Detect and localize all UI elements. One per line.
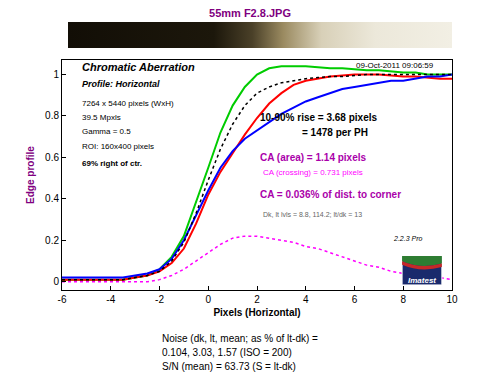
svg-text:10-90% rise = 3.68 pixels: 10-90% rise = 3.68 pixels <box>260 112 377 123</box>
svg-text:Profile: Horizontal: Profile: Horizontal <box>82 79 160 89</box>
svg-text:Imatest: Imatest <box>408 276 436 285</box>
svg-text:0.104, 3.03, 1.57 (ISO = 200): 0.104, 3.03, 1.57 (ISO = 200) <box>162 347 292 358</box>
svg-text:Pixels (Horizontal): Pixels (Horizontal) <box>213 307 300 318</box>
svg-text:10: 10 <box>446 294 458 305</box>
svg-text:2: 2 <box>254 294 260 305</box>
svg-text:2.2.3 Pro: 2.2.3 Pro <box>393 235 423 242</box>
svg-text:0: 0 <box>53 276 59 287</box>
svg-text:39.5 Mpxls: 39.5 Mpxls <box>82 113 121 122</box>
svg-text:S/N (mean) = 63.73 (S = lt-dk): S/N (mean) = 63.73 (S = lt-dk) <box>162 361 296 372</box>
svg-text:55mm F2.8.JPG: 55mm F2.8.JPG <box>209 7 291 19</box>
svg-text:0.2: 0.2 <box>45 235 59 246</box>
svg-text:8: 8 <box>400 294 406 305</box>
svg-text:CA (area) = 1.14 pixels: CA (area) = 1.14 pixels <box>260 152 367 163</box>
svg-text:Gamma = 0.5: Gamma = 0.5 <box>82 127 131 136</box>
svg-text:Noise (dk, lt, mean; as % of l: Noise (dk, lt, mean; as % of lt-dk) = <box>162 333 318 344</box>
svg-text:Dk, lt lvls = 8.8, 114.2; lt/d: Dk, lt lvls = 8.8, 114.2; lt/dk = 13 <box>263 211 362 218</box>
svg-text:69% right of ctr.: 69% right of ctr. <box>82 159 142 168</box>
svg-text:= 1478 per PH: = 1478 per PH <box>302 127 368 138</box>
svg-text:CA (crossing) = 0.731 pixels: CA (crossing) = 0.731 pixels <box>263 168 363 177</box>
svg-text:-6: -6 <box>58 294 67 305</box>
svg-text:Chromatic Aberration: Chromatic Aberration <box>82 61 195 73</box>
svg-text:7264 x 5440 pixels (WxH): 7264 x 5440 pixels (WxH) <box>82 99 174 108</box>
svg-text:0: 0 <box>205 294 211 305</box>
svg-text:09-Oct-2011 09:06:59: 09-Oct-2011 09:06:59 <box>356 61 434 70</box>
svg-text:Edge profile: Edge profile <box>25 146 36 204</box>
svg-text:1: 1 <box>53 69 59 80</box>
svg-text:0.8: 0.8 <box>45 110 59 121</box>
svg-text:6: 6 <box>352 294 358 305</box>
svg-text:0.6: 0.6 <box>45 152 59 163</box>
svg-text:-2: -2 <box>155 294 164 305</box>
svg-text:ROI: 160x400 pixels: ROI: 160x400 pixels <box>82 142 154 151</box>
svg-text:-4: -4 <box>106 294 115 305</box>
svg-text:CA = 0.036% of dist. to corner: CA = 0.036% of dist. to corner <box>260 189 401 200</box>
svg-text:4: 4 <box>303 294 309 305</box>
svg-text:0.4: 0.4 <box>45 193 59 204</box>
